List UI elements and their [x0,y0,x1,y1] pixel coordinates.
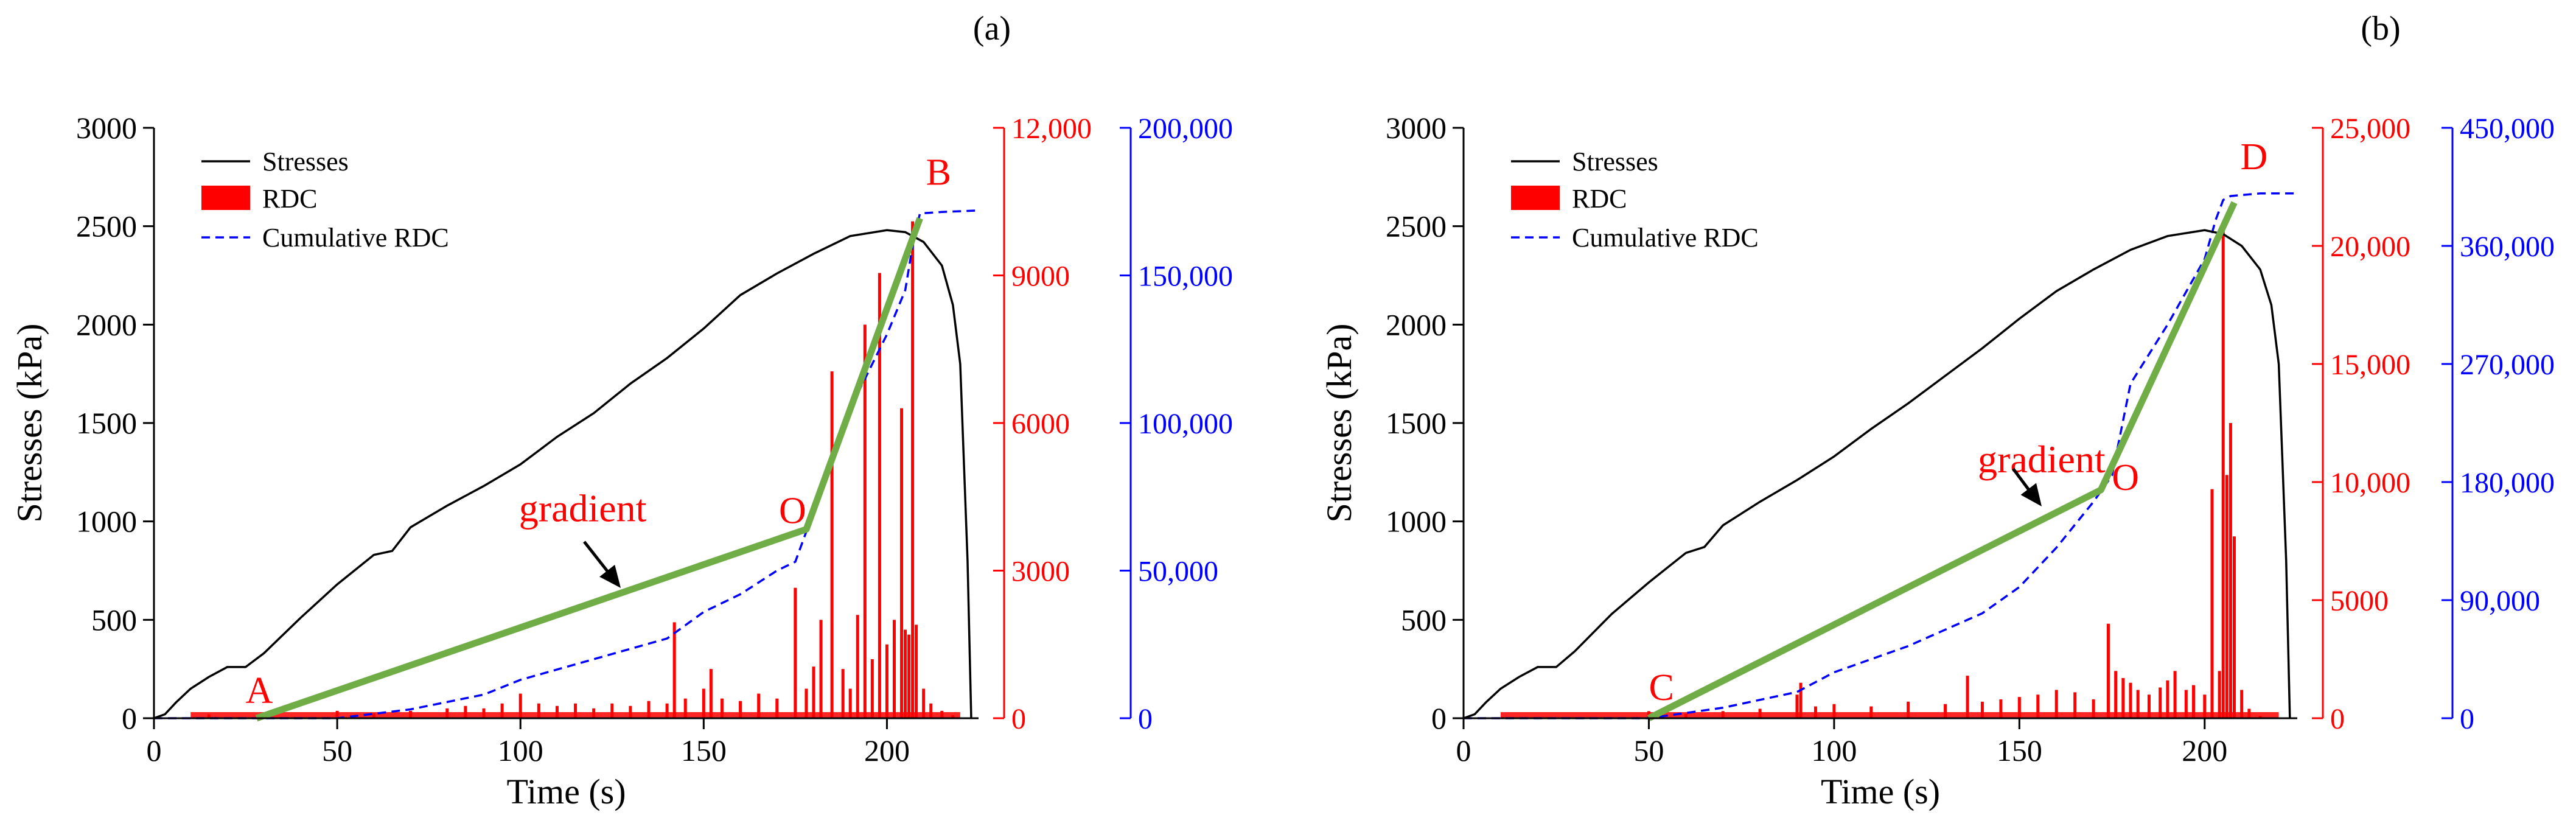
y-tick-label: 0 [1431,701,1447,735]
y-tick-label: 2000 [76,307,137,341]
gradient-arrow-head [599,564,621,588]
x-tick-label: 50 [1633,733,1664,768]
cumulative-tick-label: 90,000 [2460,585,2540,617]
x-axis-title: Time (s) [506,772,626,811]
x-tick-label: 150 [1997,733,2042,768]
annotation-point-o: O [2112,457,2139,498]
rdc-tick-label: 0 [2330,703,2345,735]
x-tick-label: 0 [147,733,162,768]
cumulative-tick-label: 50,000 [1138,556,1218,588]
legend-rdc-label: RDC [262,184,317,214]
rdc-tick-label: 10,000 [2330,467,2410,499]
stress-line [153,229,972,719]
cumulative-tick-label: 450,000 [2460,113,2555,145]
x-tick-label: 100 [1811,733,1857,768]
annotation-point-o: O [779,491,806,532]
y-tick-label: 500 [1401,603,1447,637]
gradient-fit-line [1647,201,2238,721]
legend-rdc-swatch [1511,186,1560,210]
gradient-fit-line [255,217,923,722]
legend-cumulative-label: Cumulative RDC [262,223,449,253]
rdc-tick-label: 15,000 [2330,349,2410,381]
legend-rdc-label: RDC [1572,184,1627,214]
gradient-arrow-head [2020,483,2042,506]
annotation-point-b: B [926,152,951,194]
rdc-baseline-noise [190,712,960,718]
legend: Stresses RDC Cumulative RDC [201,147,449,253]
stress-line [1463,229,2291,719]
rdc-tick-label: 20,000 [2330,231,2410,263]
y-tick-label: 2000 [1386,307,1447,341]
x-tick-label: 200 [2182,733,2227,768]
annotation-point-d: D [2240,136,2267,178]
cumulative-rdc-line [1464,192,2297,719]
x-tick-label: 100 [498,733,543,768]
cumulative-tick-label: 180,000 [2460,467,2555,499]
legend-cumulative-label: Cumulative RDC [1572,223,1759,253]
cumulative-tick-label: 270,000 [2460,349,2555,381]
legend-stress-label: Stresses [1572,147,1658,177]
annotation-point-a: A [246,670,273,712]
x-tick-label: 200 [864,733,910,768]
y-tick-label: 1000 [1386,505,1447,539]
cumulative-tick-label: 0 [1138,703,1153,735]
x-tick-label: 0 [1456,733,1471,768]
cumulative-tick-label: 200,000 [1138,113,1233,145]
annotation-point-c: C [1649,667,1674,708]
rdc-tick-label: 5000 [2330,585,2389,617]
x-tick-label: 150 [681,733,727,768]
annotation-gradient: gradient [1978,438,2106,481]
x-axis-title: Time (s) [1821,772,1940,811]
panel-label: (b) [2361,10,2400,47]
y-tick-label: 1500 [1386,406,1447,440]
rdc-tick-label: 3000 [1011,556,1070,588]
cumulative-tick-label: 360,000 [2460,231,2555,263]
y-tick-label: 2500 [1386,209,1447,243]
x-tick-label: 50 [322,733,352,768]
y-tick-label: 3000 [76,111,137,145]
y-tick-label: 1000 [76,505,137,539]
rdc-tick-label: 25,000 [2330,113,2410,145]
y-tick-label: 0 [122,701,137,735]
legend-rdc-swatch [201,186,250,210]
rdc-baseline-noise [1500,712,2279,718]
y-axis-title: Stresses (kPa) [10,323,49,522]
cumulative-tick-label: 150,000 [1138,261,1233,293]
rdc-tick-label: 0 [1011,703,1026,735]
rdc-tick-label: 12,000 [1011,113,1092,145]
rdc-tick-label: 6000 [1011,408,1070,440]
y-axis-title: Stresses (kPa) [1319,323,1359,522]
y-tick-label: 2500 [76,209,137,243]
y-tick-label: 500 [91,603,137,637]
legend-stress-label: Stresses [262,147,349,177]
rdc-series [207,221,955,718]
legend: Stresses RDC Cumulative RDC [1511,147,1759,253]
rdc-tick-label: 9000 [1011,261,1070,293]
cumulative-tick-label: 100,000 [1138,408,1233,440]
y-tick-label: 1500 [76,406,137,440]
annotation-gradient: gradient [519,487,647,530]
cumulative-tick-label: 0 [2460,703,2474,735]
y-tick-label: 3000 [1386,111,1447,145]
panel-label: (a) [973,10,1011,47]
